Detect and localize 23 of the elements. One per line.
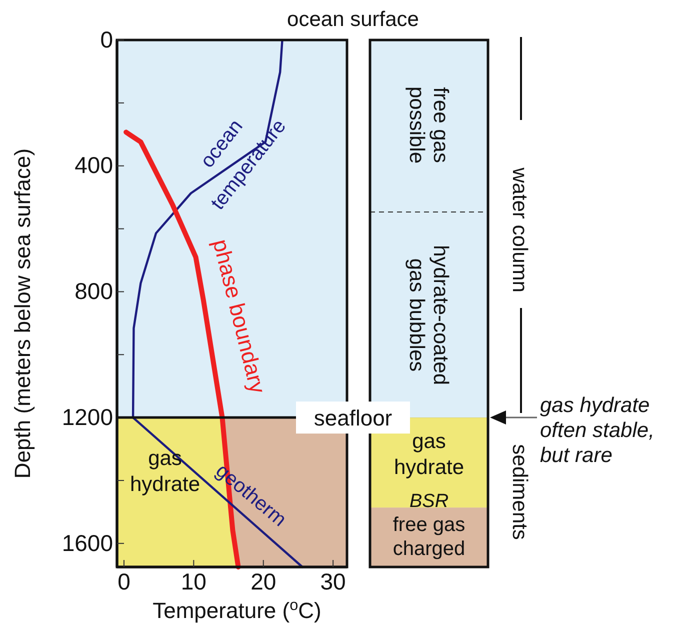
text: phase boundary: [208, 236, 270, 396]
text: sediments: [508, 444, 531, 540]
text: gas hydrate: [394, 430, 464, 479]
x-tick-label: 0: [118, 568, 130, 594]
x-tick-label: 30: [320, 568, 346, 594]
text: free gas charged: [392, 514, 466, 560]
x-tick-label: 20: [250, 568, 276, 594]
y-tick-label: 1200: [62, 404, 113, 430]
text: ocean surface: [287, 8, 419, 31]
y-tick-label: 800: [74, 278, 113, 304]
series-label: gas hydrate: [130, 447, 200, 496]
text: water column: [508, 166, 531, 292]
x-tick-label: 10: [180, 568, 206, 594]
ref-line-label: seafloor: [314, 406, 392, 431]
y-tick-label: 400: [74, 152, 113, 178]
y-tick-label: 0: [100, 26, 113, 52]
text: free gas possible: [405, 86, 452, 164]
text: gas hydrate often stable, but rare: [540, 394, 654, 467]
x-axis-title: Temperature ($^{o}$C): [152, 596, 322, 623]
y-axis-title: Depth (meters below sea surface): [10, 148, 35, 479]
y-tick-label: 1600: [62, 530, 113, 556]
text: BSR: [409, 491, 449, 512]
text: hydrate-coated gas bubbles: [405, 244, 452, 386]
